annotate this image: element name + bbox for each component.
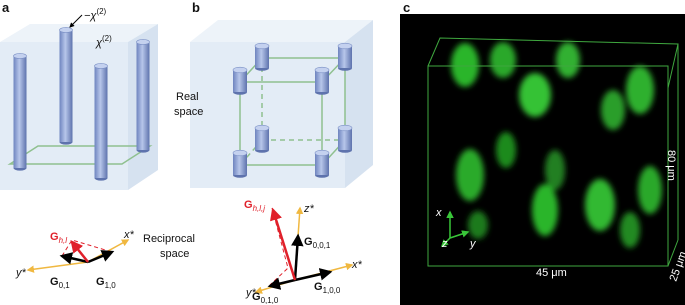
- cylinder-top: [314, 149, 330, 157]
- cell: [519, 73, 551, 117]
- cell: [556, 42, 580, 78]
- vector-label: G1,0,0: [314, 281, 341, 295]
- cell: [490, 42, 516, 78]
- cylinder-body: [255, 128, 269, 150]
- vector-label: Gh,l,j: [244, 199, 265, 213]
- cylinder-body: [233, 70, 247, 92]
- vector-label: G0,0,1: [304, 236, 331, 250]
- cylinder-body: [59, 30, 73, 142]
- cylinder: [254, 42, 270, 71]
- cell: [638, 166, 662, 214]
- cell: [456, 149, 484, 201]
- scale-label: 80 μm: [665, 150, 677, 181]
- cell: [545, 150, 565, 190]
- cell: [468, 211, 488, 239]
- cell: [626, 66, 654, 114]
- axis-label: y: [469, 238, 477, 250]
- cylinder: [254, 124, 270, 153]
- axis-label: x: [435, 207, 442, 219]
- chi-minus-label: −χ(2): [84, 7, 107, 22]
- axis-label: x*: [123, 229, 135, 241]
- cylinder-top: [232, 66, 248, 74]
- vector-label: G0,1: [50, 276, 70, 290]
- cell: [620, 212, 640, 248]
- panel-label: c: [403, 0, 410, 15]
- cylinder-body: [136, 42, 150, 150]
- cylinder: [232, 149, 248, 178]
- cylinder-body: [233, 153, 247, 175]
- vector-label: G0,1,0: [252, 291, 279, 305]
- cylinder-body: [315, 70, 329, 92]
- axis-label: z: [441, 238, 448, 250]
- axis-label: y*: [15, 267, 27, 279]
- cylinder-body: [13, 56, 27, 168]
- cylinder: [232, 66, 248, 95]
- cylinder-body: [338, 46, 352, 68]
- axis-label: x*: [351, 259, 363, 271]
- cylinder-body: [338, 128, 352, 150]
- cylinder-body: [315, 153, 329, 175]
- panel-label: b: [192, 0, 200, 15]
- cell: [601, 90, 625, 130]
- bounding-box: [427, 37, 679, 267]
- cylinder: [337, 42, 353, 71]
- cylinder: [314, 149, 330, 178]
- cell: [496, 132, 516, 168]
- reciprocal-a: [26, 239, 130, 273]
- cylinder: [314, 66, 330, 95]
- scale-label: 45 μm: [536, 267, 567, 279]
- panel-label: a: [2, 0, 10, 15]
- green-cells: [451, 42, 662, 248]
- cylinder: [59, 27, 73, 145]
- cylinder-top: [232, 149, 248, 157]
- axis-triad: [440, 210, 470, 248]
- cell: [451, 43, 479, 87]
- cell: [532, 184, 558, 236]
- vector-label: G1,0: [96, 276, 116, 290]
- reciprocal-space: Reciprocal space: [143, 233, 195, 260]
- cylinder-top: [337, 42, 353, 50]
- reciprocal-b: [254, 206, 354, 294]
- cylinder-body: [94, 66, 108, 178]
- cylinder-top: [254, 42, 270, 50]
- cylinder-top: [13, 53, 27, 59]
- cylinder: [337, 124, 353, 153]
- cylinder-top: [337, 124, 353, 132]
- chi-label: χ(2): [95, 34, 112, 49]
- cylinder-top: [254, 124, 270, 132]
- cylinder: [136, 39, 150, 153]
- vector-label: Gh,l: [50, 231, 67, 245]
- cylinder-top: [59, 27, 73, 33]
- axis-label: z*: [303, 203, 315, 215]
- real-space: Real space: [174, 91, 203, 118]
- cylinder-top: [136, 39, 150, 45]
- microscopy-image: [400, 14, 685, 305]
- cylinder-body: [255, 46, 269, 68]
- axis-label: y*: [245, 287, 257, 299]
- cylinder: [94, 63, 108, 181]
- cylinder-top: [94, 63, 108, 69]
- cylinder: [13, 53, 27, 171]
- cylinder-top: [314, 66, 330, 74]
- cell: [585, 179, 615, 231]
- cylinders: [13, 27, 353, 181]
